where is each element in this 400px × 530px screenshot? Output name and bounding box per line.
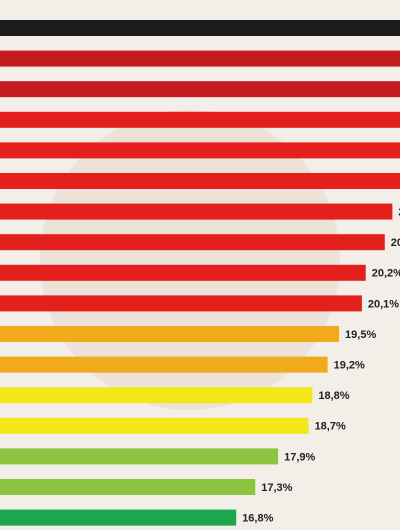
bar <box>0 111 400 128</box>
bar <box>0 295 362 312</box>
bar <box>0 264 366 281</box>
bar <box>0 81 400 98</box>
value-label: 18,7% <box>315 421 346 433</box>
bar <box>0 142 400 159</box>
value-label: 18,8% <box>318 390 349 402</box>
value-label: 20,2% <box>372 268 400 280</box>
value-label: 16,8% <box>242 513 273 525</box>
bar <box>0 20 400 36</box>
value-label: 19,2% <box>334 360 365 372</box>
bar <box>0 417 309 434</box>
bar <box>0 448 279 465</box>
bar <box>0 509 237 526</box>
value-label: 20,1% <box>368 298 399 310</box>
bar <box>0 50 400 67</box>
value-label: 20,9% <box>398 207 400 219</box>
value-label: 20,7% <box>391 237 400 249</box>
value-label: 17,3% <box>261 482 292 494</box>
bar <box>0 326 340 342</box>
value-label: 17,9% <box>284 451 315 463</box>
bar <box>0 203 393 220</box>
bar <box>0 234 385 251</box>
bar <box>0 479 256 495</box>
bar <box>0 356 328 373</box>
bar <box>0 173 400 189</box>
bar <box>0 387 313 404</box>
value-label: 19,5% <box>345 329 376 341</box>
